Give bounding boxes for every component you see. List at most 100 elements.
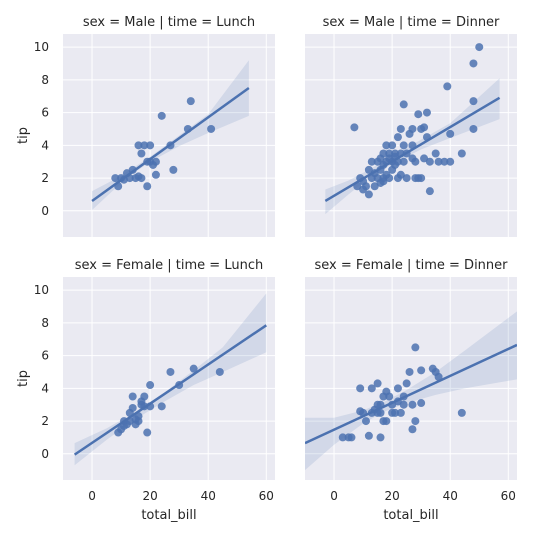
y-tick-label: 8 — [41, 316, 49, 330]
data-point — [457, 408, 466, 417]
y-tick-label: 6 — [41, 106, 49, 120]
facet-4: sex = Female | time = Dinner 0 20 40 60 total… — [305, 258, 517, 523]
data-point — [391, 408, 400, 417]
x-tick-label: 20 — [142, 489, 157, 503]
facet-title: sex = Female | time = Lunch — [75, 258, 263, 273]
data-point — [469, 124, 478, 133]
data-point — [414, 110, 423, 119]
facet-3: sex = Female | time = Lunch 0 2 4 6 8 10 tip 0 20… — [16, 258, 275, 523]
data-point — [143, 428, 152, 437]
data-point — [137, 174, 146, 183]
data-point — [446, 157, 455, 166]
plot-area — [91, 60, 250, 210]
data-point — [411, 343, 420, 352]
regression-line — [91, 87, 250, 202]
plot-area — [73, 293, 267, 466]
data-point — [425, 187, 434, 196]
facet-2: sex = Male | time = Dinner — [305, 15, 517, 237]
data-point — [385, 174, 394, 183]
data-point — [385, 392, 394, 401]
plot-background — [63, 34, 275, 237]
y-tick-label: 4 — [41, 138, 49, 152]
y-tick-label: 2 — [41, 171, 49, 185]
confidence-band — [305, 311, 517, 471]
x-tick-label: 0 — [330, 489, 338, 503]
data-point — [434, 372, 443, 381]
data-point — [399, 157, 408, 166]
data-point — [364, 431, 373, 440]
facet-title: sex = Male | time = Lunch — [83, 15, 255, 30]
data-point — [111, 174, 120, 183]
data-point — [393, 133, 402, 142]
data-point — [417, 174, 426, 183]
data-point — [134, 141, 143, 150]
data-point — [146, 141, 155, 150]
data-point — [143, 182, 152, 191]
data-point — [367, 384, 376, 393]
data-point — [382, 141, 391, 150]
data-point — [411, 417, 420, 426]
data-point — [408, 124, 417, 133]
data-point — [364, 190, 373, 199]
data-point — [396, 408, 405, 417]
data-point — [469, 59, 478, 68]
data-point — [408, 425, 417, 434]
plot-area — [305, 311, 517, 471]
data-point — [361, 417, 370, 426]
data-point — [379, 177, 388, 186]
y-tick-label: 2 — [41, 414, 49, 428]
data-point — [475, 43, 484, 52]
data-point — [376, 433, 385, 442]
y-tick-label: 0 — [41, 447, 49, 461]
regression-line — [305, 343, 517, 445]
facet-title: sex = Female | time = Dinner — [314, 258, 508, 273]
plot-background — [63, 277, 275, 480]
data-point — [361, 182, 370, 191]
data-point — [443, 82, 452, 91]
data-point — [157, 402, 166, 411]
data-point — [128, 403, 137, 412]
x-tick-label: 60 — [259, 489, 274, 503]
data-point — [420, 123, 429, 132]
data-point — [376, 408, 385, 417]
data-point — [367, 157, 376, 166]
data-point — [431, 149, 440, 158]
data-point — [207, 124, 216, 133]
x-tick-label: 40 — [443, 489, 458, 503]
y-tick-label: 10 — [34, 40, 49, 54]
data-point — [189, 364, 198, 373]
data-point — [422, 108, 431, 117]
y-tick-label: 8 — [41, 73, 49, 87]
data-point — [440, 157, 449, 166]
y-tick-label: 6 — [41, 349, 49, 363]
data-point — [399, 141, 408, 150]
regression-line — [73, 324, 267, 456]
data-point — [420, 154, 429, 163]
data-point — [417, 399, 426, 408]
plot-background — [305, 277, 517, 480]
data-point — [157, 111, 166, 120]
regression-line — [324, 96, 501, 203]
facet-title: sex = Male | time = Dinner — [323, 15, 500, 30]
x-axis-label: total_bill — [141, 508, 196, 523]
data-point — [417, 366, 426, 375]
data-point — [151, 157, 160, 166]
data-point — [128, 392, 137, 401]
data-point — [425, 157, 434, 166]
data-point — [405, 367, 414, 376]
y-tick-label: 10 — [34, 283, 49, 297]
data-point — [356, 384, 365, 393]
data-point — [166, 367, 175, 376]
data-point — [370, 182, 379, 191]
y-tick-label: 4 — [41, 381, 49, 395]
data-point — [140, 141, 149, 150]
data-point — [338, 433, 347, 442]
data-point — [350, 123, 359, 132]
x-tick-label: 60 — [501, 489, 516, 503]
x-tick-label: 20 — [384, 489, 399, 503]
data-point — [469, 97, 478, 106]
data-point — [364, 165, 373, 174]
y-tick-label: 0 — [41, 204, 49, 218]
data-point — [186, 97, 195, 106]
